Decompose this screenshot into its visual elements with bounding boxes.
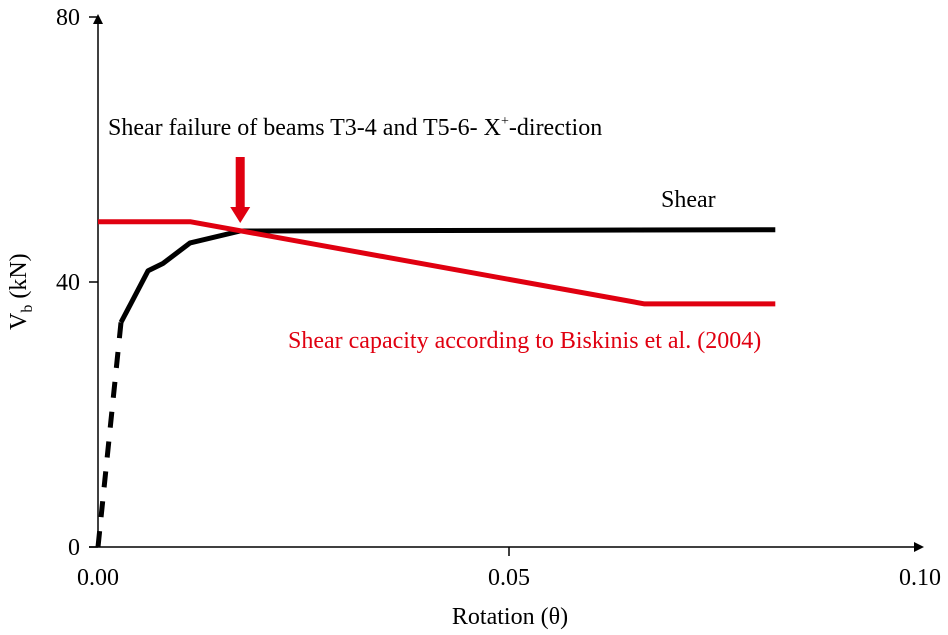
x-tick-label: 0.05 [488, 565, 530, 591]
series-line-0 [118, 227, 776, 324]
y-tick-label: 80 [56, 5, 80, 31]
y-axis-label: Vb (kN) [6, 253, 36, 330]
x-axis-arrow-icon [914, 542, 924, 552]
failure-arrow-icon [230, 157, 251, 223]
series-line-2 [98, 219, 776, 307]
axes: 0 40 80 0.00 0.05 0.10 [56, 5, 941, 591]
series-line-1 [95, 322, 124, 548]
y-tick-label: 40 [56, 270, 80, 296]
annotation-shear-failure: Shear failure of beams T3-4 and T5-6- X+… [108, 114, 602, 141]
series-group [95, 219, 776, 548]
x-tick-label: 0.10 [899, 565, 941, 591]
x-ticks: 0.00 0.05 0.10 [77, 547, 941, 591]
y-tick-label: 0 [68, 535, 80, 561]
label-shear-capacity: Shear capacity according to Biskinis et … [288, 328, 761, 354]
x-tick-label: 0.00 [77, 565, 119, 591]
x-axis-label: Rotation (θ) [452, 604, 568, 630]
y-axis-arrow-icon [93, 14, 103, 24]
y-ticks: 0 40 80 [56, 5, 98, 561]
label-shear: Shear [661, 187, 716, 213]
